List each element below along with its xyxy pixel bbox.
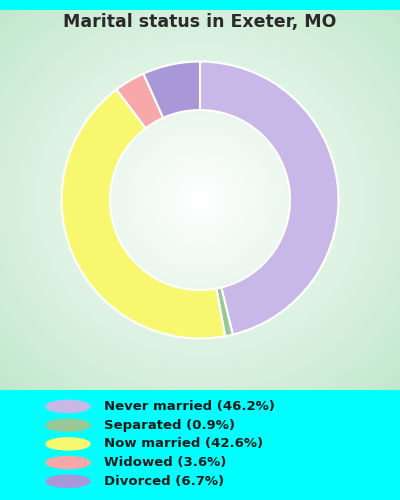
Circle shape: [46, 475, 90, 488]
Text: Marital status in Exeter, MO: Marital status in Exeter, MO: [63, 12, 337, 30]
Wedge shape: [216, 288, 233, 336]
Circle shape: [46, 456, 90, 468]
Wedge shape: [144, 62, 200, 118]
Text: Separated (0.9%): Separated (0.9%): [104, 418, 235, 432]
Wedge shape: [62, 90, 225, 338]
Text: Never married (46.2%): Never married (46.2%): [104, 400, 275, 413]
Wedge shape: [200, 62, 338, 334]
Wedge shape: [116, 74, 163, 128]
Circle shape: [46, 400, 90, 412]
Text: Widowed (3.6%): Widowed (3.6%): [104, 456, 226, 469]
Circle shape: [46, 419, 90, 431]
Circle shape: [46, 438, 90, 450]
Text: Divorced (6.7%): Divorced (6.7%): [104, 475, 224, 488]
Text: Now married (42.6%): Now married (42.6%): [104, 438, 263, 450]
